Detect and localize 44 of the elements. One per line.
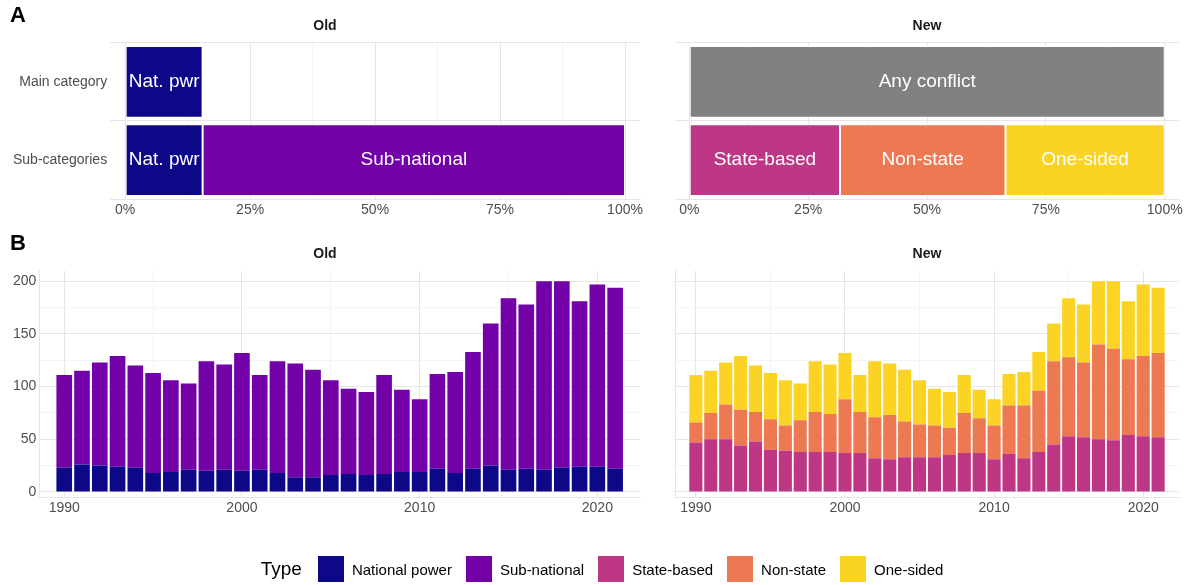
- data-label: State-based: [713, 148, 817, 170]
- data-label: Non-state: [881, 148, 964, 170]
- y-tick-label: 200: [13, 272, 37, 289]
- data-label: Nat. pwr: [128, 70, 201, 92]
- x-tick-label: 2010: [978, 499, 1010, 516]
- x-tick-label: 100%: [1146, 201, 1183, 218]
- legend-label: One-sided: [874, 560, 944, 578]
- data-label: Nat. pwr: [128, 148, 201, 170]
- y-tick-label: 150: [13, 324, 37, 341]
- x-tick-label: 1990: [680, 499, 712, 516]
- x-tick-label: 2000: [829, 499, 861, 516]
- y-tick-label: Sub-categories: [12, 150, 108, 167]
- y-tick-label: 50: [20, 430, 37, 447]
- x-tick-label: 75%: [486, 201, 515, 218]
- y-tick-label: 0: [28, 482, 37, 499]
- x-tick-label: 25%: [236, 201, 265, 218]
- chart-title: Old: [313, 245, 337, 262]
- legend-label: Non-state: [761, 560, 827, 578]
- x-tick-label: 50%: [361, 201, 390, 218]
- legend-label: State-based: [632, 560, 714, 578]
- x-tick-label: 75%: [1031, 201, 1060, 218]
- x-tick-label: 100%: [607, 201, 643, 218]
- legend-label: Sub-national: [499, 560, 585, 578]
- chart-title: New: [912, 17, 942, 34]
- text: A: [10, 2, 26, 28]
- legend-label: National power: [351, 560, 452, 578]
- x-tick-label: 2020: [1127, 499, 1159, 516]
- x-tick-label: 2010: [404, 499, 436, 516]
- chart-title: Old: [313, 17, 337, 34]
- x-tick-label: 0%: [679, 201, 700, 218]
- data-label: Sub-national: [360, 148, 468, 170]
- chart-title: New: [912, 245, 942, 262]
- x-tick-label: 50%: [912, 201, 942, 218]
- x-tick-label: 25%: [794, 201, 823, 218]
- data-label: Any conflict: [878, 70, 977, 92]
- text: B: [10, 230, 26, 256]
- x-tick-label: 1990: [48, 499, 81, 516]
- x-tick-label: 0%: [115, 201, 136, 218]
- y-tick-label: Main category: [19, 72, 108, 89]
- legend-title: Type: [260, 558, 302, 580]
- data-label: One-sided: [1041, 148, 1129, 170]
- x-tick-label: 2020: [581, 499, 614, 516]
- y-tick-label: 100: [13, 377, 37, 394]
- x-tick-label: 2000: [226, 499, 258, 516]
